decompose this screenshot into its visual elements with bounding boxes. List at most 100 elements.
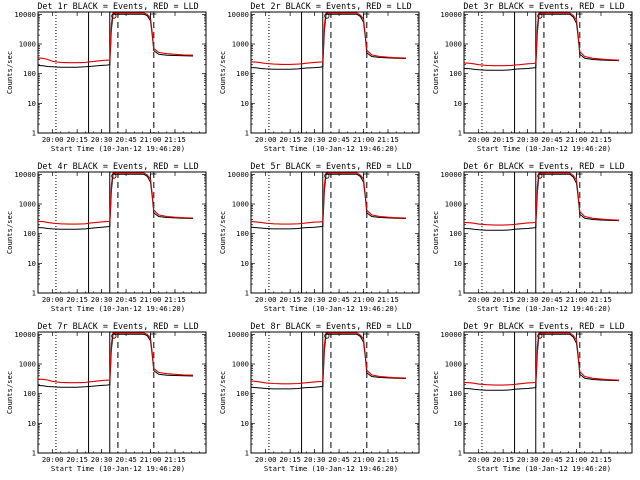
x-axis-label: Start Time (10-Jan-12 19:46:20) [51,144,185,153]
lld-series-line [38,172,194,225]
bracket-marker-icon [363,13,370,19]
panel-title: Det 1r BLACK = Events, RED = LLD [37,1,198,11]
x-tick-label: 20:15 [492,295,514,304]
events-series-line [464,333,620,391]
y-tick-label: 1000 [232,200,249,209]
panel-title: Det 5r BLACK = Events, RED = LLD [250,161,411,171]
y-tick-label: 10 [453,99,462,108]
y-tick-label: 10000 [227,10,249,19]
x-tick-label: 20:00 [255,135,277,144]
x-tick-label: 20:30 [304,295,326,304]
y-tick-label: 1000 [19,360,36,369]
x-axis-label: Start Time (10-Jan-12 19:46:20) [477,304,611,313]
bracket-marker-icon [150,13,157,19]
y-axis-label: Counts/sec [431,51,440,94]
y-axis-label: Counts/sec [5,211,14,254]
y-tick-label: 1 [32,289,36,298]
bracket-marker-icon [150,333,157,339]
detector-panel: Det 6r BLACK = Events, RED = LLD 1 10 100 10… [431,161,633,313]
x-tick-label: 20:00 [468,455,490,464]
lld-series-line [251,332,407,385]
saa-marker-icon [111,173,117,179]
x-axis-label: Start Time (10-Jan-12 19:46:20) [477,464,611,473]
detector-panel: Det 2r BLACK = Events, RED = LLD 1 10 100 10… [218,1,420,153]
x-tick-label: 20:45 [115,455,137,464]
bracket-marker-icon [363,173,370,179]
x-tick-label: 20:30 [517,455,539,464]
x-tick-label: 20:15 [279,295,301,304]
saa-marker-icon [537,13,543,19]
y-axis-label: Counts/sec [5,371,14,414]
bracket-marker-icon [576,333,583,339]
x-axis-label: Start Time (10-Jan-12 19:46:20) [264,464,398,473]
y-tick-label: 10 [453,419,462,428]
y-tick-label: 10000 [227,170,249,179]
y-tick-label: 10 [453,259,462,268]
x-tick-label: 20:30 [304,135,326,144]
x-tick-label: 21:00 [140,295,162,304]
x-axis-label: Start Time (10-Jan-12 19:46:20) [51,304,185,313]
x-tick-label: 21:15 [164,455,186,464]
y-tick-label: 1000 [445,40,462,49]
y-tick-label: 1000 [19,40,36,49]
y-tick-label: 1 [32,129,36,138]
bracket-marker-icon [150,173,157,179]
y-tick-label: 1 [245,449,249,458]
x-tick-label: 20:45 [541,135,563,144]
x-tick-label: 21:00 [353,135,375,144]
x-tick-label: 21:15 [590,455,612,464]
y-tick-label: 1000 [232,360,249,369]
y-axis-label: Counts/sec [218,51,227,94]
y-tick-label: 10000 [440,10,462,19]
x-tick-label: 21:15 [377,295,399,304]
x-tick-label: 20:30 [517,295,539,304]
y-tick-label: 10 [27,419,36,428]
events-series-line [251,13,407,70]
lld-series-line [38,332,194,384]
y-tick-label: 1000 [19,200,36,209]
panel-title: Det 2r BLACK = Events, RED = LLD [250,1,411,11]
x-tick-label: 20:30 [91,295,113,304]
y-tick-label: 1000 [445,360,462,369]
y-axis-label: Counts/sec [218,371,227,414]
x-axis-label: Start Time (10-Jan-12 19:46:20) [477,144,611,153]
events-series-line [38,13,194,68]
y-tick-label: 10 [240,259,249,268]
events-series-line [251,333,407,390]
detector-panel: Det 8r BLACK = Events, RED = LLD 1 10 100 10… [218,321,420,473]
y-tick-label: 100 [23,389,36,398]
lld-series-line [464,172,620,226]
y-axis-label: Counts/sec [431,371,440,414]
x-tick-label: 20:00 [468,295,490,304]
y-tick-label: 1 [245,129,249,138]
panel-frame [250,11,420,134]
x-tick-label: 21:00 [140,455,162,464]
x-tick-label: 21:15 [377,455,399,464]
lld-series-line [464,12,620,67]
x-tick-label: 21:00 [353,455,375,464]
events-series-line [464,13,620,71]
x-tick-label: 20:00 [255,295,277,304]
x-tick-label: 20:00 [42,135,64,144]
x-tick-label: 21:00 [566,455,588,464]
panel-frame [250,331,420,454]
y-tick-label: 1000 [445,200,462,209]
saa-marker-icon [324,13,330,19]
x-tick-label: 20:45 [328,135,350,144]
x-tick-label: 20:15 [66,295,88,304]
y-tick-label: 10000 [14,10,36,19]
y-tick-label: 10000 [14,330,36,339]
y-tick-label: 1 [32,449,36,458]
panel-title: Det 8r BLACK = Events, RED = LLD [250,321,411,331]
x-tick-label: 21:15 [377,135,399,144]
x-tick-label: 21:00 [140,135,162,144]
y-tick-label: 10 [240,419,249,428]
panel-title: Det 7r BLACK = Events, RED = LLD [37,321,198,331]
x-tick-label: 20:15 [492,455,514,464]
y-tick-label: 1000 [232,40,249,49]
x-tick-label: 20:45 [328,455,350,464]
x-tick-label: 21:15 [164,135,186,144]
x-axis-label: Start Time (10-Jan-12 19:46:20) [51,464,185,473]
y-tick-label: 100 [449,229,462,238]
